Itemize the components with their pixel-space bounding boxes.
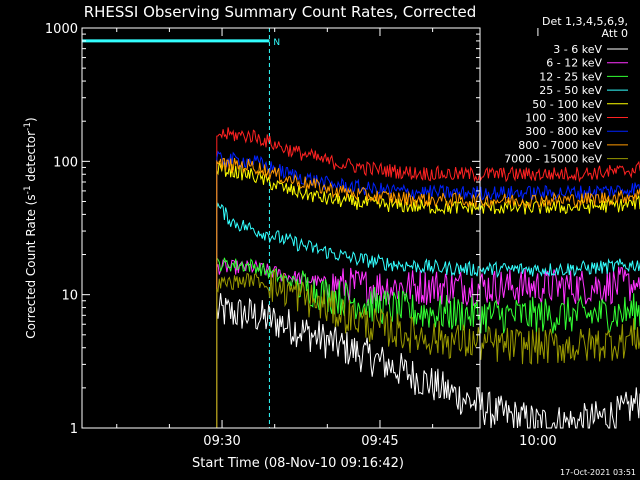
legend-header-0: Det 1,3,4,5,6,9, [542, 15, 628, 28]
y-tick-label-1: 10 [61, 289, 78, 304]
legend-label-5: 100 - 300 keV [525, 112, 602, 125]
y-tick-label-2: 100 [53, 155, 78, 170]
y-axis-label-sup2: -1 [23, 122, 33, 131]
y-axis-label-part2: detector [24, 131, 38, 186]
y-axis-label-part1: Corrected Count Rate (s [24, 194, 38, 338]
series-layer [216, 127, 640, 429]
legend-label-7: 800 - 7000 keV [518, 139, 602, 152]
y-tick-label-3: 1000 [45, 22, 78, 37]
y-tick-label-0: 1 [70, 422, 78, 437]
y-axis-label-part3: ) [24, 117, 38, 122]
series-line-3 [216, 202, 640, 428]
series-line-5 [216, 127, 640, 428]
y-axis-label: Corrected Count Rate (s-1 detector-1) [23, 117, 38, 338]
x-tick-label-0: 09:30 [203, 434, 240, 449]
legend-label-8: 7000 - 15000 keV [504, 153, 602, 166]
x-tick-label-2: 10:00 [519, 434, 556, 449]
y-axis-label-sup1: -1 [23, 185, 33, 194]
chart-title: RHESSI Observing Summary Count Rates, Co… [84, 3, 477, 21]
series-line-7 [216, 157, 640, 428]
x-tick-label-1: 09:45 [361, 434, 398, 449]
plot-frame [81, 27, 481, 429]
legend-header-1: Att 0 [602, 27, 628, 40]
x-axis-label: Start Time (08-Nov-10 09:16:42) [192, 456, 404, 471]
series-line-1 [216, 259, 640, 428]
series-line-4 [216, 160, 640, 428]
series-line-8 [216, 268, 640, 428]
legend-label-6: 300 - 800 keV [525, 125, 602, 138]
legend-label-2: 12 - 25 keV [539, 70, 602, 83]
night-label: N [273, 38, 280, 48]
series-line-2 [216, 256, 640, 428]
legend-label-0: 3 - 6 keV [553, 43, 602, 56]
legend-label-3: 25 - 50 keV [539, 84, 602, 97]
legend-label-1: 6 - 12 keV [546, 57, 602, 70]
footer-timestamp: 17-Oct-2021 03:51 [560, 468, 636, 477]
legend-label-4: 50 - 100 keV [532, 98, 602, 111]
marker-layer: N [82, 28, 280, 428]
series-line-0 [216, 293, 640, 429]
